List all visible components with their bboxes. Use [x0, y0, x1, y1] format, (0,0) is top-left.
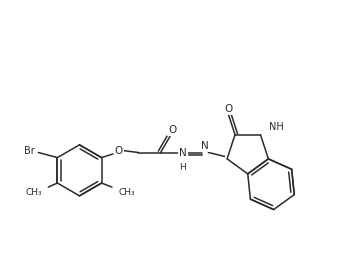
Text: N: N	[201, 141, 209, 151]
Text: CH₃: CH₃	[26, 189, 42, 197]
Text: NH: NH	[269, 122, 284, 132]
Text: Br: Br	[24, 146, 34, 156]
Text: N: N	[179, 147, 187, 158]
Text: O: O	[115, 145, 123, 156]
Text: O: O	[168, 125, 177, 135]
Text: CH₃: CH₃	[119, 189, 135, 197]
Text: O: O	[224, 104, 232, 114]
Text: H: H	[179, 163, 186, 172]
